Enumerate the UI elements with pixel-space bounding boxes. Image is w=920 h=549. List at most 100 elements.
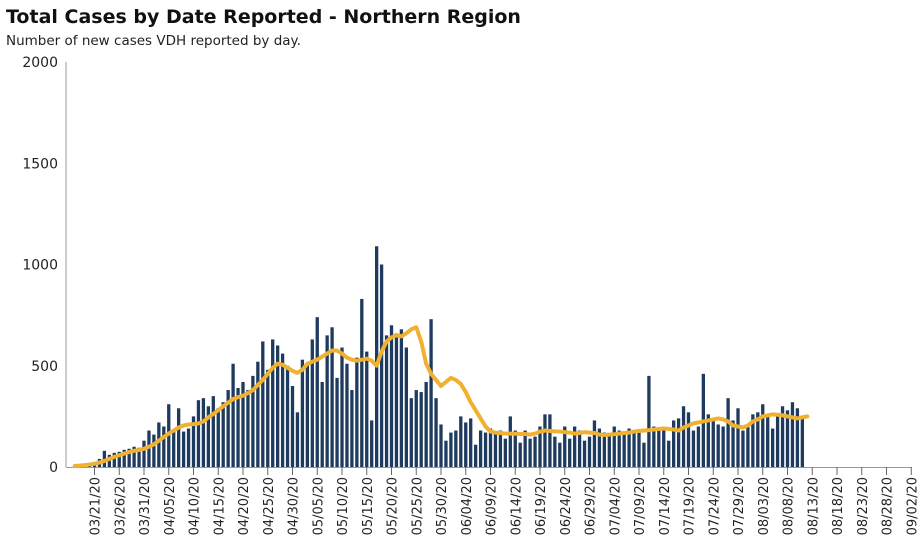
bar xyxy=(756,412,760,467)
bar xyxy=(226,390,230,467)
bar xyxy=(637,430,641,467)
bar xyxy=(186,428,191,467)
y-tick-label: 2000 xyxy=(22,55,58,71)
bar xyxy=(414,390,418,467)
bar xyxy=(800,416,804,468)
x-tick-label: 05/10/20 xyxy=(336,477,351,535)
bar xyxy=(647,375,651,468)
bar xyxy=(592,420,597,467)
bar xyxy=(795,408,800,467)
bar xyxy=(667,440,671,467)
bar xyxy=(404,347,408,467)
x-tick-label: 04/30/20 xyxy=(287,477,302,535)
bar xyxy=(142,440,146,467)
bar xyxy=(340,347,344,467)
bar xyxy=(563,426,567,467)
bar xyxy=(731,420,735,467)
bar xyxy=(602,432,606,467)
bar xyxy=(785,410,790,467)
bar xyxy=(751,414,755,467)
bar xyxy=(652,426,656,467)
bar xyxy=(553,436,557,468)
bar xyxy=(236,388,240,467)
bar xyxy=(201,398,206,467)
bar xyxy=(276,345,280,467)
x-tick-label: 04/05/20 xyxy=(163,477,178,535)
bar xyxy=(474,444,478,467)
x-tick-label: 03/31/20 xyxy=(138,477,153,535)
x-tick-label: 04/20/20 xyxy=(237,477,252,535)
bar xyxy=(464,422,468,467)
bar xyxy=(617,430,621,467)
bar xyxy=(256,361,260,467)
bar xyxy=(177,408,181,467)
bar xyxy=(726,398,730,467)
x-tick-label: 08/28/20 xyxy=(881,477,896,535)
x-tick-label: 08/18/20 xyxy=(831,477,846,535)
x-tick-label: 07/04/20 xyxy=(608,477,623,535)
x-tick-label: 08/23/20 xyxy=(856,477,871,535)
bar xyxy=(399,329,404,467)
bar xyxy=(632,430,636,467)
bar xyxy=(434,398,438,467)
bar xyxy=(508,416,512,468)
x-tick-label: 06/14/20 xyxy=(509,477,524,535)
bar xyxy=(696,426,701,467)
bar xyxy=(459,416,463,468)
bar xyxy=(716,424,720,467)
bar xyxy=(196,400,201,467)
x-tick-label: 05/15/20 xyxy=(361,477,376,535)
bar xyxy=(355,357,359,467)
bar xyxy=(761,404,765,467)
bar xyxy=(424,381,428,467)
x-tick-label: 05/20/20 xyxy=(386,477,401,535)
bar xyxy=(305,363,309,467)
bar xyxy=(771,428,775,467)
bar xyxy=(375,246,379,467)
bar xyxy=(483,432,488,467)
x-tick-label: 04/15/20 xyxy=(212,477,227,535)
bar xyxy=(384,335,389,468)
bar xyxy=(449,432,453,467)
bar xyxy=(790,402,795,467)
bar xyxy=(627,428,631,467)
bar xyxy=(444,440,448,467)
bar xyxy=(181,431,186,467)
bar xyxy=(285,365,290,467)
y-tick-label: 1500 xyxy=(22,156,58,172)
bar xyxy=(310,339,314,467)
bar xyxy=(681,406,686,467)
bar xyxy=(350,390,354,467)
x-tick-label: 04/25/20 xyxy=(262,477,277,535)
x-tick-label: 07/24/20 xyxy=(707,477,722,535)
bar xyxy=(127,448,131,467)
bar xyxy=(513,430,517,467)
bar xyxy=(657,430,661,467)
bar xyxy=(686,412,691,467)
bar xyxy=(320,381,324,467)
bar xyxy=(775,414,780,467)
bar xyxy=(132,446,136,467)
bar xyxy=(345,363,349,467)
bar xyxy=(780,406,785,467)
bar xyxy=(216,408,220,467)
bar xyxy=(548,414,552,467)
bar xyxy=(379,264,384,467)
bar xyxy=(503,438,507,467)
x-tick-label: 06/09/20 xyxy=(485,477,500,535)
bar xyxy=(518,442,522,467)
bar xyxy=(221,402,225,467)
bar xyxy=(191,416,196,468)
bar xyxy=(241,381,245,467)
x-tick-label: 07/14/20 xyxy=(658,477,673,535)
bar xyxy=(365,351,369,467)
bar xyxy=(746,424,750,467)
bar xyxy=(280,353,285,467)
x-tick-label: 08/03/20 xyxy=(757,477,772,535)
bar xyxy=(533,436,537,468)
x-tick-label: 05/05/20 xyxy=(311,477,326,535)
bar xyxy=(607,434,611,467)
x-tick-label: 03/26/20 xyxy=(113,477,128,535)
x-tick-label: 06/29/20 xyxy=(584,477,599,535)
x-tick-label: 06/24/20 xyxy=(559,477,574,535)
